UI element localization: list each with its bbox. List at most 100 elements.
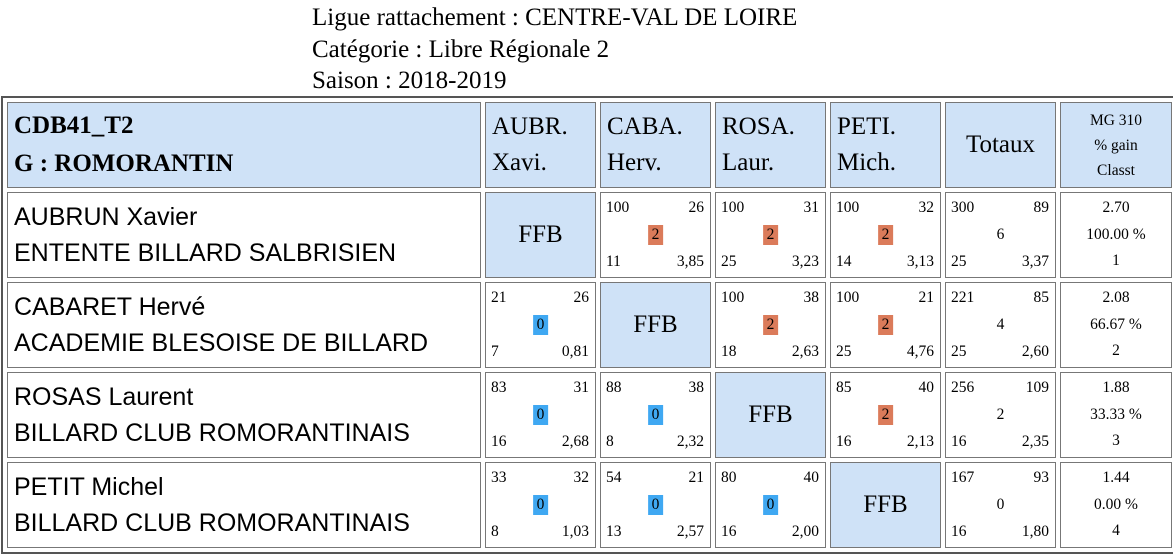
match-serie: 25 <box>721 253 737 270</box>
match-points: 54 <box>606 469 622 486</box>
match-points: 83 <box>491 379 507 396</box>
totals-result: 0 <box>996 496 1005 513</box>
match-reprises: 21 <box>918 289 935 306</box>
match-result-badge: 0 <box>647 405 664 425</box>
ffb-cell: FFB <box>830 462 941 548</box>
match-moyenne: 2,13 <box>906 433 934 450</box>
match-cell: 80 40 0 16 2,00 <box>715 462 826 548</box>
match-result-badge: 0 <box>762 495 779 515</box>
totals-reprises: 89 <box>1033 199 1050 216</box>
match-cell: 88 38 0 8 2,32 <box>600 372 711 458</box>
match-cell: 33 32 0 8 1,03 <box>485 462 596 548</box>
gain-value: 33.33 % <box>1090 405 1142 423</box>
player-cell: CABARET Hervé ACADEMIE BLESOISE DE BILLAR… <box>7 282 481 368</box>
match-serie: 16 <box>491 433 507 450</box>
classt-value: 1 <box>1112 252 1120 270</box>
stats-cell: 1.88 33.33 % 3 <box>1060 372 1172 458</box>
table-row: PETIT Michel BILLARD CLUB ROMORANTINAIS 33… <box>7 462 1172 548</box>
table-row: CABARET Hervé ACADEMIE BLESOISE DE BILLAR… <box>7 282 1172 368</box>
mg-value: 2.08 <box>1102 289 1130 307</box>
match-result-badge: 2 <box>762 315 779 335</box>
categorie-line: Catégorie : Libre Régionale 2 <box>312 35 610 63</box>
column-header-line1: CABA. <box>607 113 683 140</box>
table-header-row: CDB41_T2 G : ROMORANTIN AUBR. Xavi. CABA… <box>7 102 1172 188</box>
table-row: ROSAS Laurent BILLARD CLUB ROMORANTINAIS 8… <box>7 372 1172 458</box>
stats-cell: 1.44 0.00 % 4 <box>1060 462 1172 548</box>
mg-header: MG 310 % gain Classt <box>1060 102 1172 188</box>
match-moyenne: 4,76 <box>906 343 934 360</box>
column-header-line1: ROSA. <box>722 113 795 140</box>
stats-cell: 2.08 66.67 % 2 <box>1060 282 1172 368</box>
match-cell: 85 40 2 16 2,13 <box>830 372 941 458</box>
match-reprises: 31 <box>573 379 590 396</box>
match-reprises: 31 <box>803 199 820 216</box>
column-header-line2: Xavi. <box>492 149 547 176</box>
match-cell: 21 26 0 7 0,81 <box>485 282 596 368</box>
match-reprises: 38 <box>688 379 705 396</box>
match-serie: 14 <box>836 253 852 270</box>
player-name: PETIT Michel <box>14 473 164 501</box>
player-name: AUBRUN Xavier <box>14 203 198 231</box>
player-name: ROSAS Laurent <box>14 383 194 411</box>
ffb-cell: FFB <box>600 282 711 368</box>
classt-value: 4 <box>1112 522 1120 540</box>
match-serie: 13 <box>606 523 622 540</box>
match-points: 100 <box>606 199 630 216</box>
totals-header: Totaux <box>945 102 1056 188</box>
totals-result: 6 <box>996 226 1005 243</box>
player-cell: AUBRUN Xavier ENTENTE BILLARD SALBRISIEN <box>7 192 481 278</box>
player-club: BILLARD CLUB ROMORANTINAIS <box>14 509 410 537</box>
match-reprises: 32 <box>573 469 590 486</box>
match-cell: 100 32 2 14 3,13 <box>830 192 941 278</box>
totals-moyenne: 2,60 <box>1021 343 1049 360</box>
page-header: Ligue rattachement : CENTRE-VAL DE LOIRE… <box>312 2 797 97</box>
totals-points: 221 <box>951 289 975 306</box>
totals-points: 256 <box>951 379 975 396</box>
match-moyenne: 0,81 <box>561 343 589 360</box>
match-reprises: 32 <box>918 199 935 216</box>
totals-reprises: 85 <box>1033 289 1050 306</box>
match-points: 80 <box>721 469 737 486</box>
match-points: 85 <box>836 379 852 396</box>
gain-value: 0.00 % <box>1094 495 1138 513</box>
ligue-line: Ligue rattachement : CENTRE-VAL DE LOIRE <box>312 4 798 31</box>
match-result-badge: 0 <box>532 405 549 425</box>
ffb-cell: FFB <box>715 372 826 458</box>
match-moyenne: 3,23 <box>791 253 819 270</box>
match-points: 88 <box>606 379 622 396</box>
gain-value: 100.00 % <box>1086 225 1146 243</box>
totals-reprises: 109 <box>1025 379 1049 396</box>
match-moyenne: 3,13 <box>906 253 934 270</box>
match-reprises: 40 <box>918 379 935 396</box>
match-serie: 7 <box>491 343 499 360</box>
totals-points: 167 <box>951 469 975 486</box>
match-result-badge: 2 <box>877 405 894 425</box>
match-cell: 100 38 2 18 2,63 <box>715 282 826 368</box>
totals-moyenne: 1,80 <box>1021 523 1049 540</box>
poule-title-cell: CDB41_T2 G : ROMORANTIN <box>7 102 481 188</box>
match-moyenne: 2,63 <box>791 343 819 360</box>
match-serie: 16 <box>836 433 852 450</box>
player-club: ENTENTE BILLARD SALBRISIEN <box>14 239 397 267</box>
mg-value: 1.88 <box>1102 379 1130 397</box>
totals-serie: 25 <box>951 253 967 270</box>
totals-serie: 25 <box>951 343 967 360</box>
column-header-line1: AUBR. <box>492 113 568 140</box>
match-cell: 100 26 2 11 3,85 <box>600 192 711 278</box>
match-moyenne: 2,57 <box>676 523 704 540</box>
totals-moyenne: 2,35 <box>1021 433 1049 450</box>
match-reprises: 38 <box>803 289 820 306</box>
column-header-player: ROSA. Laur. <box>715 102 826 188</box>
match-serie: 25 <box>836 343 852 360</box>
match-reprises: 26 <box>688 199 705 216</box>
column-header-line2: Mich. <box>837 149 897 176</box>
totals-points: 300 <box>951 199 975 216</box>
match-serie: 18 <box>721 343 737 360</box>
match-reprises: 26 <box>573 289 590 306</box>
match-points: 100 <box>721 289 745 306</box>
saison-line: Saison : 2018-2019 <box>312 67 507 94</box>
match-points: 100 <box>836 199 860 216</box>
totals-moyenne: 3,37 <box>1021 253 1049 270</box>
match-points: 33 <box>491 469 507 486</box>
totals-reprises: 93 <box>1033 469 1050 486</box>
